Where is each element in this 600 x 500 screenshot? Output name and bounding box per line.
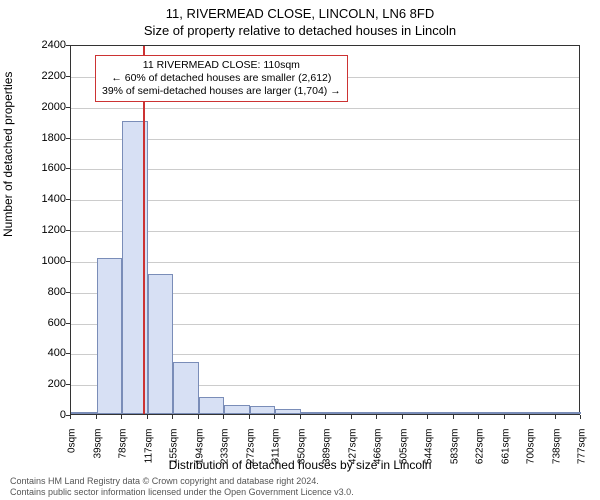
- y-tick-label: 600: [26, 317, 66, 329]
- x-tick-mark: [172, 415, 173, 419]
- x-tick-label: 155sqm: [169, 429, 180, 479]
- y-tick-mark: [66, 353, 70, 354]
- x-tick-mark: [580, 415, 581, 419]
- x-tick-mark: [555, 415, 556, 419]
- x-tick-mark: [351, 415, 352, 419]
- histogram-bar: [428, 412, 454, 414]
- gridline: [71, 108, 579, 109]
- x-tick-label: 777sqm: [577, 429, 588, 479]
- histogram-bar: [454, 412, 480, 414]
- y-tick-mark: [66, 168, 70, 169]
- y-tick-label: 2200: [26, 70, 66, 82]
- histogram-bar: [199, 397, 225, 414]
- y-tick-label: 1400: [26, 193, 66, 205]
- annotation-line1: 11 RIVERMEAD CLOSE: 110sqm: [102, 59, 341, 72]
- y-tick-label: 2400: [26, 39, 66, 51]
- x-tick-label: 194sqm: [194, 429, 205, 479]
- y-tick-mark: [66, 292, 70, 293]
- histogram-bar: [71, 412, 97, 414]
- x-tick-mark: [402, 415, 403, 419]
- histogram-bar: [505, 412, 531, 414]
- x-tick-label: 583sqm: [449, 429, 460, 479]
- title-address: 11, RIVERMEAD CLOSE, LINCOLN, LN6 8FD: [0, 0, 600, 21]
- histogram-bar: [403, 412, 429, 414]
- y-axis-label: Number of detached properties: [1, 72, 15, 237]
- x-tick-mark: [300, 415, 301, 419]
- x-tick-label: 466sqm: [373, 429, 384, 479]
- x-tick-label: 311sqm: [271, 429, 282, 479]
- y-tick-label: 1600: [26, 162, 66, 174]
- x-tick-mark: [325, 415, 326, 419]
- y-tick-mark: [66, 199, 70, 200]
- x-tick-label: 427sqm: [347, 429, 358, 479]
- y-tick-mark: [66, 261, 70, 262]
- y-tick-label: 1000: [26, 255, 66, 267]
- histogram-bar: [224, 405, 250, 414]
- x-tick-mark: [249, 415, 250, 419]
- histogram-bar: [479, 412, 505, 414]
- y-tick-mark: [66, 384, 70, 385]
- footer-line2: Contains public sector information licen…: [10, 487, 590, 498]
- x-tick-label: 700sqm: [526, 429, 537, 479]
- x-tick-mark: [121, 415, 122, 419]
- x-tick-mark: [223, 415, 224, 419]
- y-tick-label: 1200: [26, 224, 66, 236]
- annotation-box: 11 RIVERMEAD CLOSE: 110sqm ← 60% of deta…: [95, 55, 348, 102]
- x-tick-mark: [70, 415, 71, 419]
- histogram-bar: [148, 274, 174, 414]
- chart-container: 11, RIVERMEAD CLOSE, LINCOLN, LN6 8FD Si…: [0, 0, 600, 500]
- footer-attribution: Contains HM Land Registry data © Crown c…: [10, 476, 590, 498]
- histogram-bar: [97, 258, 123, 414]
- x-tick-mark: [478, 415, 479, 419]
- y-tick-label: 1800: [26, 132, 66, 144]
- x-tick-mark: [147, 415, 148, 419]
- y-tick-label: 400: [26, 347, 66, 359]
- x-tick-label: 622sqm: [475, 429, 486, 479]
- x-tick-mark: [96, 415, 97, 419]
- y-tick-mark: [66, 107, 70, 108]
- y-tick-label: 0: [26, 409, 66, 421]
- x-tick-label: 78sqm: [118, 429, 129, 479]
- x-tick-label: 505sqm: [398, 429, 409, 479]
- histogram-bar: [530, 412, 556, 414]
- x-tick-mark: [529, 415, 530, 419]
- x-tick-label: 117sqm: [143, 429, 154, 479]
- histogram-bar: [326, 412, 352, 414]
- x-tick-mark: [453, 415, 454, 419]
- x-tick-mark: [198, 415, 199, 419]
- histogram-bar: [275, 409, 301, 414]
- histogram-bar: [556, 412, 582, 414]
- histogram-bar: [173, 362, 199, 414]
- x-tick-mark: [504, 415, 505, 419]
- histogram-bar: [301, 412, 327, 414]
- x-tick-label: 389sqm: [322, 429, 333, 479]
- annotation-line2: ← 60% of detached houses are smaller (2,…: [102, 72, 341, 85]
- x-tick-label: 39sqm: [92, 429, 103, 479]
- x-tick-mark: [427, 415, 428, 419]
- y-tick-mark: [66, 323, 70, 324]
- histogram-bar: [352, 412, 378, 414]
- x-tick-label: 233sqm: [220, 429, 231, 479]
- y-tick-label: 200: [26, 378, 66, 390]
- x-tick-label: 0sqm: [67, 429, 78, 479]
- histogram-bar: [377, 412, 403, 414]
- x-tick-mark: [376, 415, 377, 419]
- y-tick-mark: [66, 138, 70, 139]
- y-tick-mark: [66, 230, 70, 231]
- y-tick-mark: [66, 45, 70, 46]
- annotation-line3: 39% of semi-detached houses are larger (…: [102, 85, 341, 98]
- x-tick-mark: [274, 415, 275, 419]
- x-tick-label: 544sqm: [424, 429, 435, 479]
- y-tick-mark: [66, 76, 70, 77]
- y-tick-label: 2000: [26, 101, 66, 113]
- y-tick-label: 800: [26, 286, 66, 298]
- x-tick-label: 661sqm: [500, 429, 511, 479]
- title-subtitle: Size of property relative to detached ho…: [0, 21, 600, 38]
- x-tick-label: 272sqm: [245, 429, 256, 479]
- x-tick-label: 738sqm: [551, 429, 562, 479]
- histogram-bar: [250, 406, 276, 414]
- x-tick-label: 350sqm: [296, 429, 307, 479]
